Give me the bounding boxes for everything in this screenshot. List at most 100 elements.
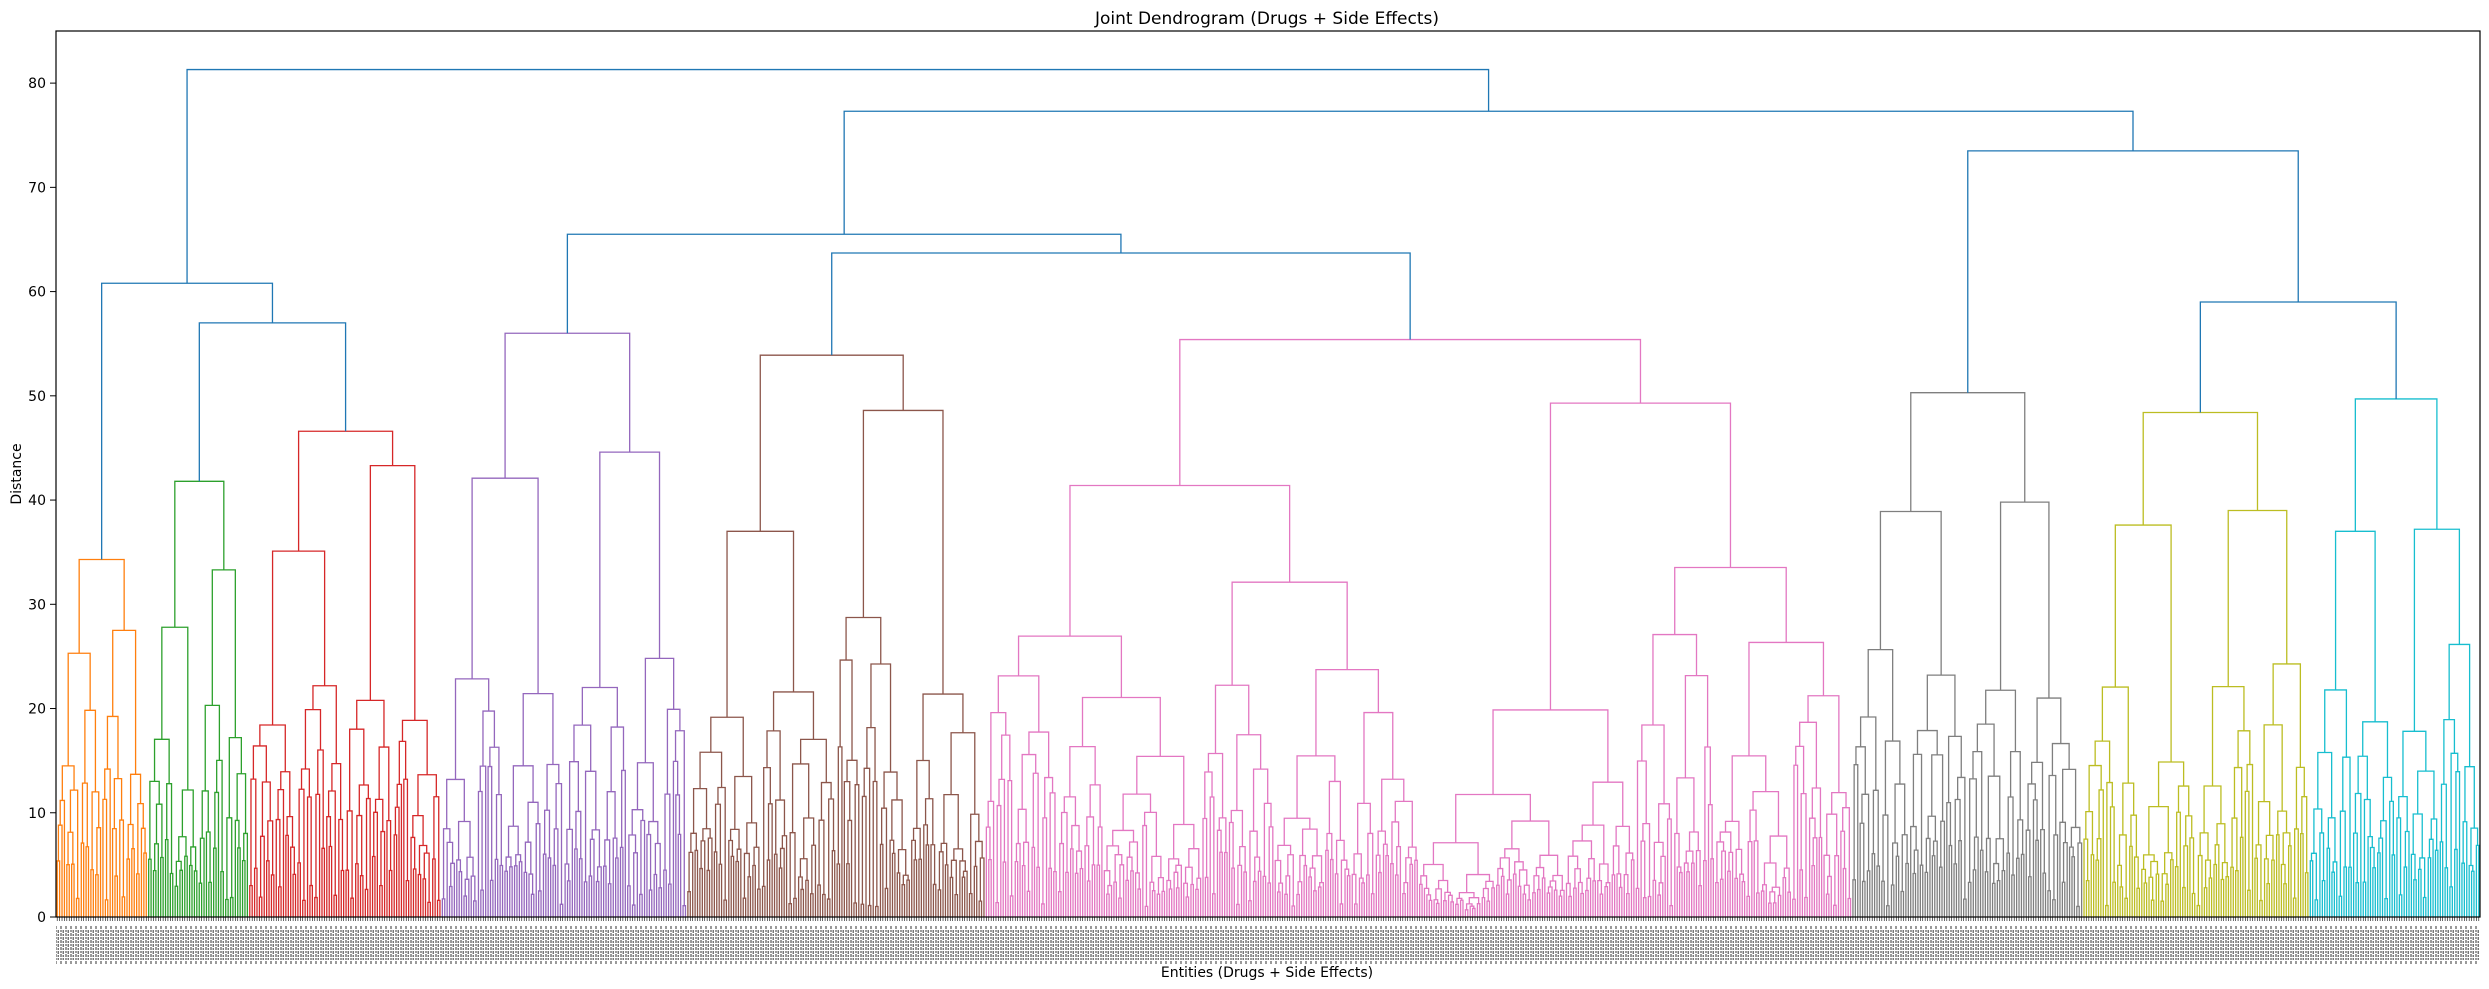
dendrogram-link xyxy=(1652,633,1698,725)
dendrogram-link xyxy=(1491,887,1495,917)
dendrogram-link xyxy=(836,863,841,917)
dendrogram-link xyxy=(1592,781,1624,827)
dendrogram-link xyxy=(137,802,144,874)
dendrogram-link xyxy=(1346,875,1351,917)
dendrogram-link xyxy=(2422,896,2427,917)
dendrogram-link xyxy=(1053,870,1057,917)
dendrogram-link xyxy=(56,860,61,917)
dendrogram-link xyxy=(831,850,836,917)
dendrogram-link xyxy=(566,880,571,917)
dendrogram-link xyxy=(1381,778,1405,832)
dendrogram-link xyxy=(1504,848,1520,862)
dendrogram-link xyxy=(2052,899,2056,917)
dendrogram-link xyxy=(1895,855,1900,917)
dendrogram-link xyxy=(752,864,756,917)
dendrogram-link xyxy=(595,880,600,917)
dendrogram-link xyxy=(252,745,267,782)
dendrogram-link xyxy=(2403,866,2408,917)
dendrogram-link xyxy=(2354,398,2438,532)
dendrogram-link xyxy=(861,795,867,917)
dendrogram-link xyxy=(2247,889,2251,917)
dendrogram-link xyxy=(1394,874,1399,917)
dendrogram-link xyxy=(2231,817,2238,871)
dendrogram-link xyxy=(537,890,542,917)
dendrogram-link xyxy=(690,832,697,853)
dendrogram-link xyxy=(1615,825,1631,854)
dendrogram-link xyxy=(627,885,631,917)
dendrogram-link xyxy=(1987,775,2001,839)
dendrogram-link xyxy=(1262,875,1267,917)
dendrogram-link xyxy=(1443,900,1447,917)
dendrogram-link xyxy=(578,858,583,917)
dendrogram-link xyxy=(1311,855,1323,883)
dendrogram-link xyxy=(1151,890,1156,917)
dendrogram-link xyxy=(822,893,826,917)
dendrogram-link xyxy=(2372,867,2376,917)
dendrogram-link xyxy=(164,838,169,917)
dendrogram-link xyxy=(261,781,271,837)
dendrogram-link xyxy=(1782,876,1787,917)
dendrogram-link xyxy=(2321,879,2326,917)
dendrogram-link xyxy=(1657,894,1662,917)
dendrogram-link xyxy=(121,896,126,917)
dendrogram-link xyxy=(2148,805,2169,855)
y-tick-label: 40 xyxy=(28,493,46,509)
dendrogram-link xyxy=(512,765,534,827)
dendrogram-link xyxy=(1081,696,1161,757)
dendrogram-link xyxy=(1979,849,1984,917)
dendrogram-link xyxy=(237,847,241,917)
dendrogram-link xyxy=(1912,872,1917,917)
dendrogram-link xyxy=(174,885,179,917)
dendrogram-link xyxy=(1091,864,1096,917)
dendrogram-link xyxy=(1168,888,1173,917)
dendrogram-link xyxy=(973,865,978,917)
dendrogram-link xyxy=(186,68,1490,284)
dendrogram-link xyxy=(759,354,904,532)
dendrogram-link xyxy=(1947,735,1962,803)
y-tick-label: 80 xyxy=(28,76,46,92)
dendrogram-link xyxy=(1517,885,1522,917)
dendrogram-link xyxy=(300,768,310,798)
dendrogram-link xyxy=(2233,766,2243,838)
dendrogram-link xyxy=(1931,754,1944,822)
dendrogram-link xyxy=(198,322,347,482)
dendrogram-link xyxy=(2124,897,2128,917)
dendrogram-link xyxy=(730,855,735,917)
dendrogram-link xyxy=(692,787,708,834)
dendrogram-link xyxy=(1377,830,1386,856)
dendrogram-link xyxy=(1455,903,1459,917)
dendrogram-link xyxy=(1604,885,1609,917)
dendrogram-link xyxy=(1218,817,1227,853)
dendrogram-link xyxy=(1536,888,1541,917)
dendrogram-link xyxy=(457,820,471,860)
dendrogram-link xyxy=(1912,753,1923,866)
dendrogram-link xyxy=(1505,893,1510,917)
dendrogram-link xyxy=(944,864,949,917)
dendrogram-link xyxy=(2017,819,2024,859)
dendrogram-link xyxy=(153,738,170,784)
dendrogram-link xyxy=(1137,888,1142,917)
dendrogram-link xyxy=(2203,785,2222,833)
dendrogram-link xyxy=(1522,893,1527,917)
dendrogram-link xyxy=(2464,766,2475,829)
dendrogram-link xyxy=(198,882,203,917)
dendrogram-link xyxy=(2283,883,2287,917)
dendrogram-link xyxy=(1958,840,1962,917)
dendrogram-link xyxy=(1884,740,1901,816)
y-tick-label: 30 xyxy=(28,597,46,613)
dendrogram-link xyxy=(2338,895,2343,917)
dendrogram-link xyxy=(75,897,80,917)
dendrogram-link xyxy=(820,781,832,821)
dendrogram-link xyxy=(67,831,74,865)
dendrogram-link xyxy=(129,773,142,825)
dendrogram-link xyxy=(2363,798,2371,883)
dendrogram-link xyxy=(314,896,318,917)
dendrogram-link xyxy=(2272,663,2302,768)
dendrogram-link xyxy=(932,883,937,917)
dendrogram-link xyxy=(2225,876,2230,917)
dendrogram-link xyxy=(2304,872,2309,917)
dendrogram-link xyxy=(2263,724,2283,812)
dendrogram-link xyxy=(853,902,858,917)
dendrogram-link xyxy=(1287,854,1294,907)
dendrogram-link xyxy=(1481,896,1486,917)
